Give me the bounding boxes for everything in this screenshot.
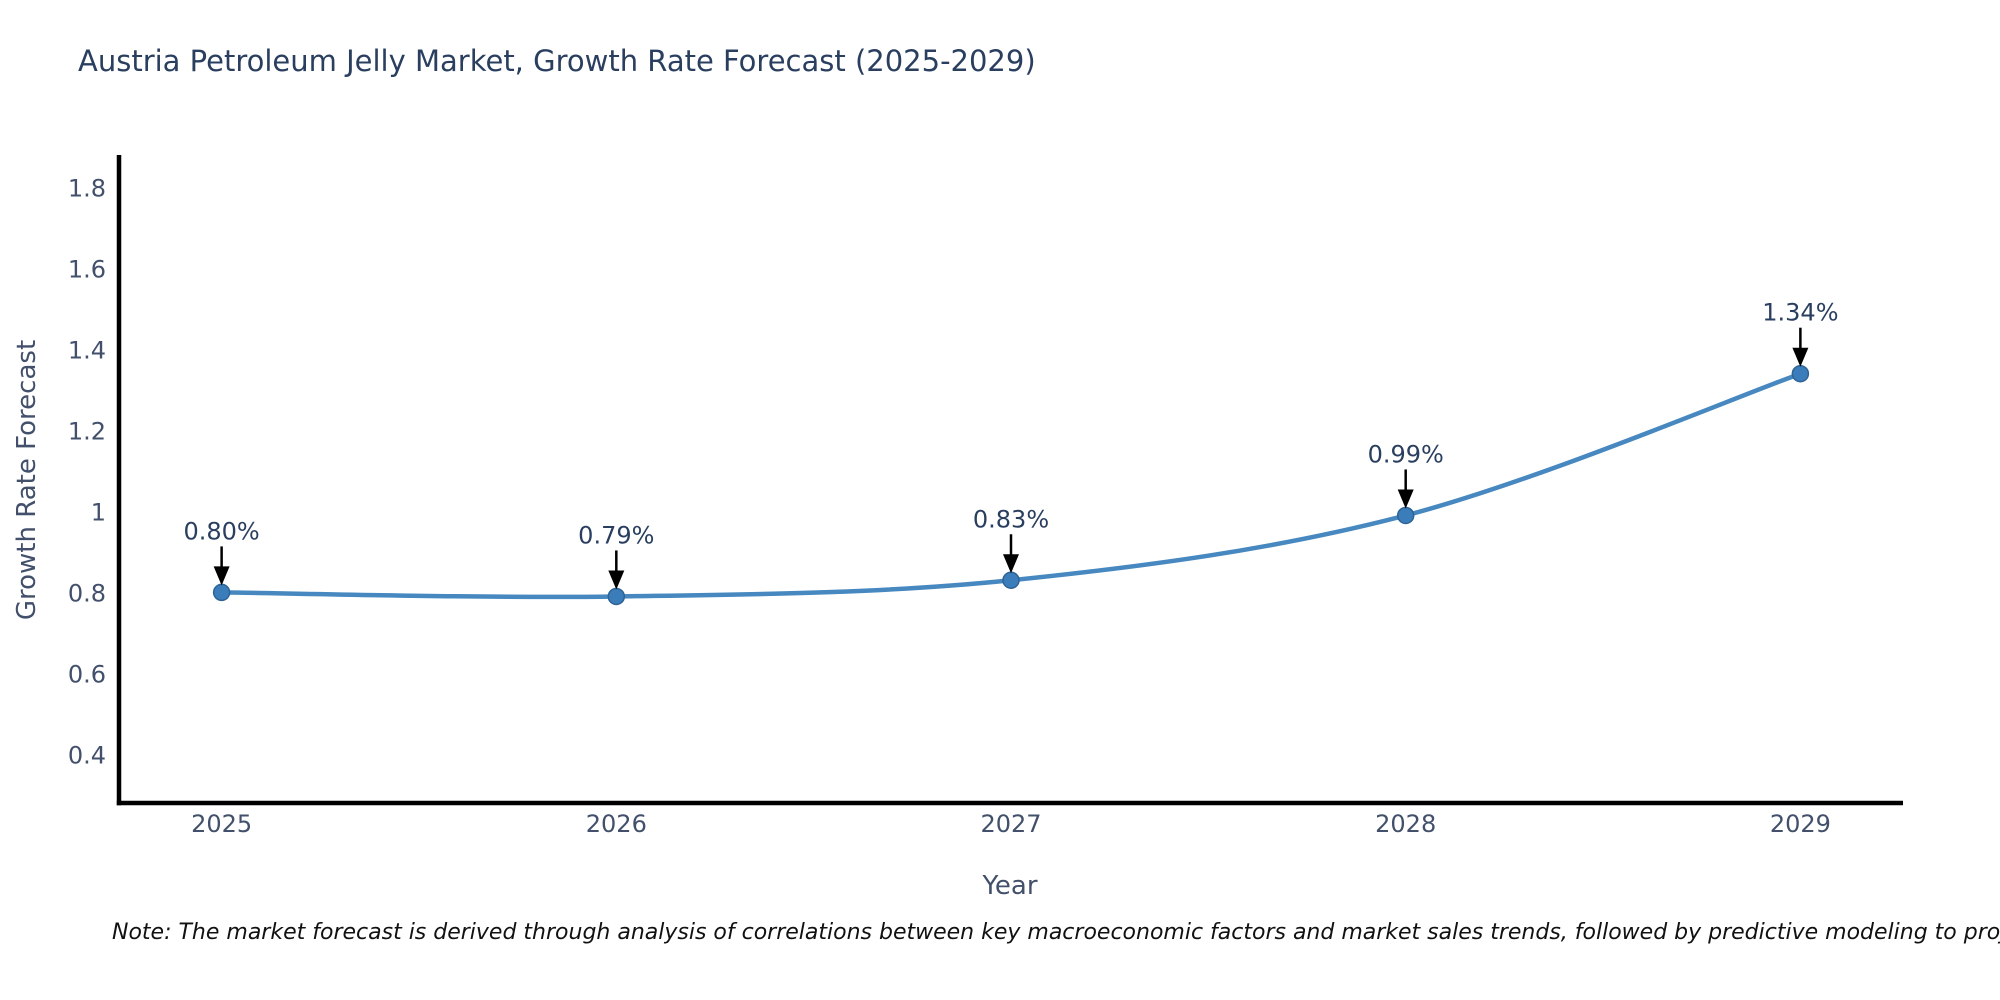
- annotation-arrowhead-icon: [1397, 489, 1414, 509]
- data-point-marker: [1791, 364, 1810, 383]
- chart-title: Austria Petroleum Jelly Market, Growth R…: [78, 44, 1036, 78]
- y-tick-label: 1.6: [68, 255, 106, 283]
- data-point-marker: [607, 587, 626, 606]
- data-point-label: 1.34%: [1762, 299, 1838, 327]
- data-point-label: 0.83%: [973, 505, 1049, 533]
- y-tick-label: 1.4: [68, 336, 106, 364]
- footnote: Note: The market forecast is derived thr…: [112, 920, 2000, 945]
- x-axis-title: Year: [982, 871, 1038, 901]
- annotation-arrowhead-icon: [1003, 554, 1019, 574]
- annotation-arrowhead-icon: [213, 566, 230, 586]
- y-tick-label: 0.8: [68, 579, 106, 607]
- data-point-label: 0.79%: [578, 521, 654, 549]
- x-tick-label: 2029: [1770, 810, 1831, 838]
- annotation-arrowhead-icon: [608, 570, 625, 590]
- x-tick-label: 2028: [1375, 810, 1436, 838]
- data-point-marker: [212, 583, 231, 602]
- data-point-label: 0.99%: [1368, 440, 1444, 468]
- data-point-marker: [1396, 506, 1415, 525]
- y-tick-label: 1: [91, 498, 106, 526]
- y-tick-label: 1.8: [68, 174, 106, 202]
- y-tick-label: 0.4: [68, 741, 106, 769]
- x-tick-label: 2025: [191, 810, 252, 838]
- x-tick-label: 2027: [980, 810, 1041, 838]
- annotation-arrowhead-icon: [1792, 347, 1809, 367]
- y-tick-label: 0.6: [68, 660, 106, 688]
- data-point-label: 0.80%: [183, 517, 259, 545]
- y-tick-label: 1.2: [68, 417, 106, 445]
- x-tick-label: 2026: [586, 810, 647, 838]
- data-point-marker: [1002, 571, 1020, 589]
